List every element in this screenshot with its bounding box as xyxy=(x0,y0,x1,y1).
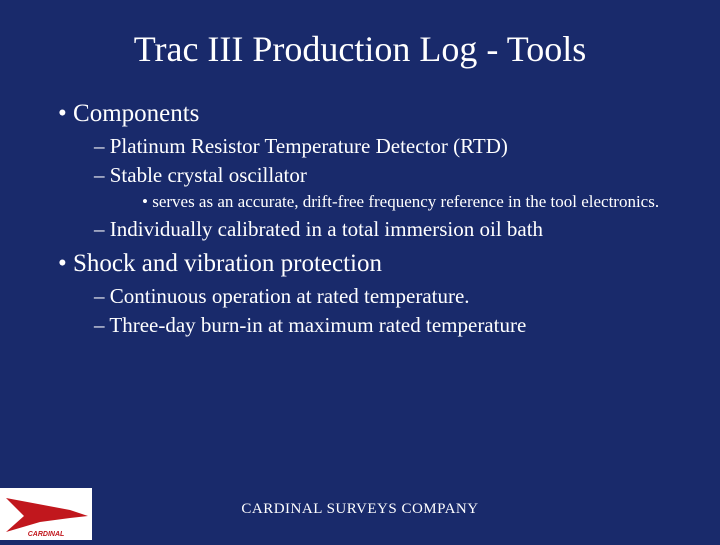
bullet-lvl2: Individually calibrated in a total immer… xyxy=(94,217,680,242)
slide-title: Trac III Production Log - Tools xyxy=(0,0,720,92)
bullet-lvl2: Stable crystal oscillator xyxy=(94,163,680,188)
company-logo: CARDINAL xyxy=(0,488,92,540)
bullet-lvl1: Shock and vibration protection xyxy=(58,250,680,278)
svg-text:CARDINAL: CARDINAL xyxy=(28,531,65,538)
bullet-lvl2: Continuous operation at rated temperatur… xyxy=(94,284,680,309)
bullet-lvl3: serves as an accurate, drift-free freque… xyxy=(142,192,680,212)
slide-body: Components Platinum Resistor Temperature… xyxy=(0,100,720,338)
bullet-lvl2: Platinum Resistor Temperature Detector (… xyxy=(94,134,680,159)
bullet-lvl2: Three-day burn-in at maximum rated tempe… xyxy=(94,313,680,338)
footer-text: CARDINAL SURVEYS COMPANY xyxy=(0,501,720,518)
bullet-lvl1: Components xyxy=(58,100,680,128)
